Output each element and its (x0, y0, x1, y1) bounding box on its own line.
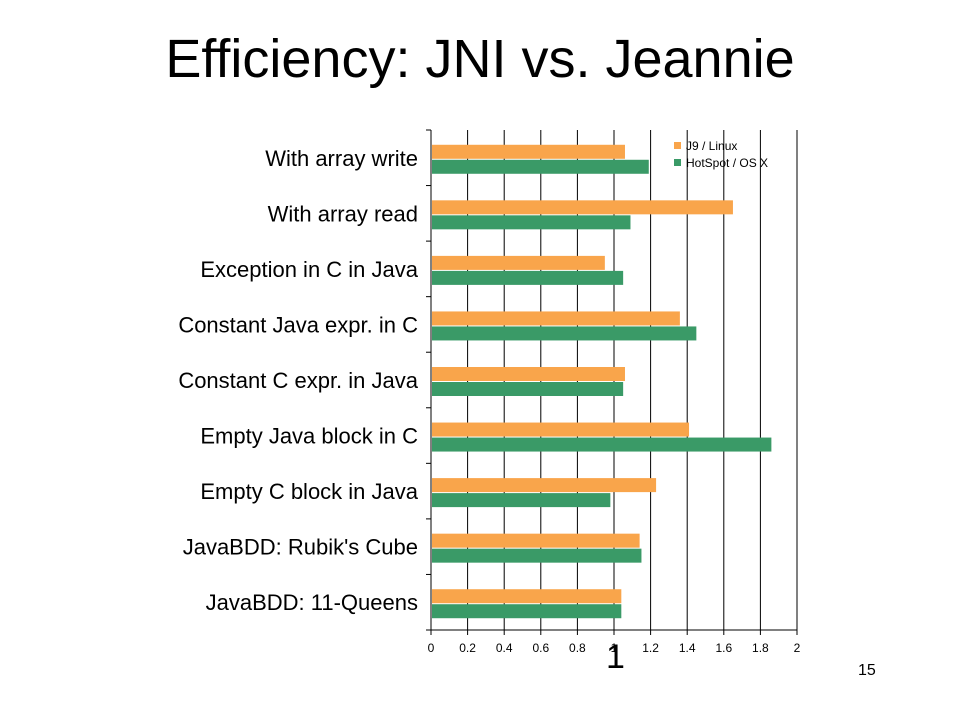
bar-hotspot-osx (432, 493, 611, 508)
bar-j9-linux (432, 422, 690, 437)
category-label: JavaBDD: Rubik's Cube (183, 535, 418, 560)
bar-j9-linux (432, 478, 657, 493)
slide-number: 15 (858, 662, 876, 679)
x-tick-label: 1.4 (679, 641, 696, 655)
bar-j9-linux (432, 200, 733, 215)
x-tick-label: 1.8 (752, 641, 769, 655)
bar-hotspot-osx (432, 382, 624, 396)
category-label: Exception in C in Java (200, 257, 418, 282)
bar-j9-linux (432, 311, 680, 326)
x-tick-label: 2 (794, 641, 801, 655)
legend-swatch (674, 159, 681, 166)
legend-swatch (674, 142, 681, 149)
bar-j9-linux (432, 533, 640, 548)
x-tick-label: 1 (611, 641, 618, 655)
x-tick-label: 0 (428, 641, 435, 655)
category-label: Constant Java expr. in C (178, 312, 418, 337)
legend-entry: HotSpot / OS X (686, 156, 768, 170)
bar-hotspot-osx (432, 326, 697, 341)
category-label: JavaBDD: 11-Queens (206, 590, 418, 615)
bar-hotspot-osx (432, 215, 631, 230)
axis-annotation: 1 (606, 638, 625, 676)
category-label: Empty Java block in C (200, 424, 418, 449)
category-label: With array read (268, 201, 418, 226)
bar-hotspot-osx (432, 548, 642, 563)
bar-j9-linux (432, 255, 605, 270)
bar-hotspot-osx (432, 270, 624, 285)
slide-title: Efficiency: JNI vs. Jeannie (165, 29, 795, 89)
bar-j9-linux (432, 144, 625, 159)
category-label: Constant C expr. in Java (178, 368, 418, 393)
bar-j9-linux (432, 589, 622, 604)
x-tick-label: 0.4 (496, 641, 513, 655)
bar-hotspot-osx (432, 159, 649, 174)
bar-j9-linux (432, 367, 625, 381)
x-tick-label: 0.6 (532, 641, 549, 655)
category-label: With array write (265, 146, 418, 171)
bar-hotspot-osx (432, 437, 772, 452)
x-tick-label: 1.2 (642, 641, 659, 655)
bar-hotspot-osx (432, 604, 622, 619)
x-tick-label: 0.2 (459, 641, 476, 655)
legend-entry: J9 / Linux (686, 139, 737, 153)
x-tick-label: 1.6 (715, 641, 732, 655)
category-label: Empty C block in Java (200, 479, 418, 504)
x-tick-label: 0.8 (569, 641, 586, 655)
